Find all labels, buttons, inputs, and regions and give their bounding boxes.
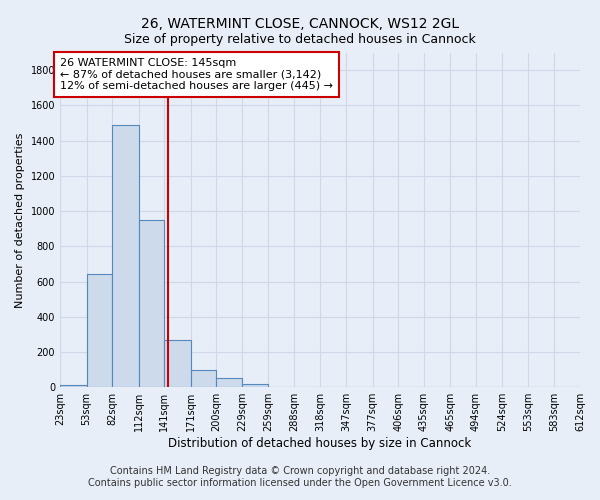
- Text: Contains HM Land Registry data © Crown copyright and database right 2024.
Contai: Contains HM Land Registry data © Crown c…: [88, 466, 512, 487]
- Y-axis label: Number of detached properties: Number of detached properties: [15, 132, 25, 308]
- Bar: [191, 370, 216, 387]
- Bar: [139, 220, 164, 387]
- Bar: [86, 274, 112, 387]
- X-axis label: Distribution of detached houses by size in Cannock: Distribution of detached houses by size …: [169, 437, 472, 450]
- Bar: [112, 124, 139, 387]
- Bar: [216, 378, 242, 387]
- Bar: [242, 384, 268, 387]
- Bar: [60, 386, 86, 387]
- Text: Size of property relative to detached houses in Cannock: Size of property relative to detached ho…: [124, 32, 476, 46]
- Text: 26 WATERMINT CLOSE: 145sqm
← 87% of detached houses are smaller (3,142)
12% of s: 26 WATERMINT CLOSE: 145sqm ← 87% of deta…: [60, 58, 333, 91]
- Bar: [164, 340, 191, 387]
- Text: 26, WATERMINT CLOSE, CANNOCK, WS12 2GL: 26, WATERMINT CLOSE, CANNOCK, WS12 2GL: [141, 18, 459, 32]
